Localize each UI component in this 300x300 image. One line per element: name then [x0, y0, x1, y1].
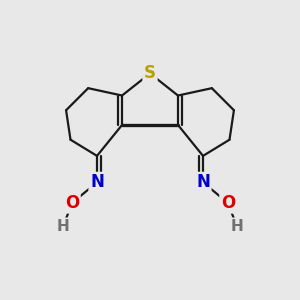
- Text: O: O: [221, 194, 235, 212]
- Text: O: O: [65, 194, 79, 212]
- Text: S: S: [144, 64, 156, 82]
- Text: H: H: [230, 219, 243, 234]
- Text: H: H: [57, 219, 70, 234]
- Text: N: N: [196, 173, 210, 191]
- Text: N: N: [90, 173, 104, 191]
